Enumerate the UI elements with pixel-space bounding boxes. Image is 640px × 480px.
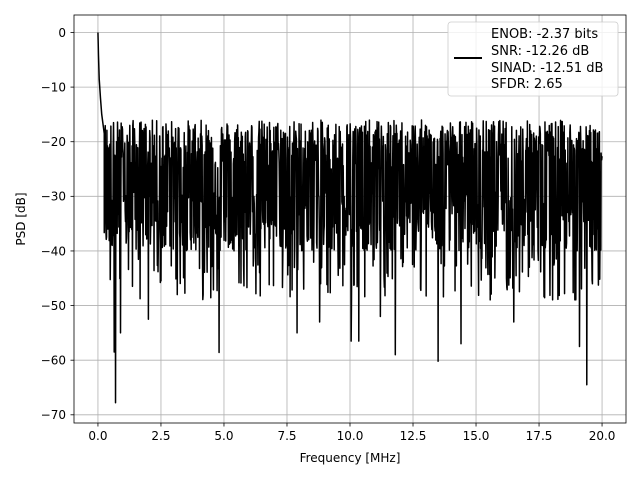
- y-tick-label: −50: [41, 299, 66, 313]
- y-ticks: 0 −10 −20 −30 −40 −50 −60 −70: [41, 26, 74, 422]
- x-tick-label: 10.0: [337, 429, 364, 443]
- y-axis-label: PSD [dB]: [14, 192, 28, 245]
- legend-box: [447, 21, 619, 97]
- legend-entry-sfdr: SFDR: 2.65: [491, 77, 563, 92]
- psd-series-line: [97, 32, 603, 404]
- psd-trace: [97, 32, 603, 404]
- x-tick-label: 12.5: [400, 429, 427, 443]
- x-tick-label: 7.5: [277, 429, 296, 443]
- legend-entry-snr: SNR: -12.26 dB: [491, 44, 589, 59]
- y-tick-label: −30: [41, 190, 66, 204]
- x-axis-label: Frequency [MHz]: [300, 451, 401, 465]
- y-tick-label: −40: [41, 244, 66, 258]
- x-tick-label: 15.0: [463, 429, 490, 443]
- y-tick-label: −20: [41, 135, 66, 149]
- legend: ENOB: -2.37 bits SNR: -12.26 dB SINAD: -…: [447, 21, 619, 97]
- x-tick-label: 20.0: [589, 429, 616, 443]
- x-tick-label: 17.5: [526, 429, 553, 443]
- x-tick-label: 5.0: [214, 429, 233, 443]
- y-tick-label: −70: [41, 408, 66, 422]
- x-tick-label: 0.0: [88, 429, 107, 443]
- x-tick-label: 2.5: [151, 429, 170, 443]
- legend-entry-sinad: SINAD: -12.51 dB: [491, 61, 603, 76]
- x-ticks: 0.0 2.5 5.0 7.5 10.0 12.5 15.0 17.5 20.0: [88, 423, 615, 443]
- legend-entry-enob: ENOB: -2.37 bits: [491, 27, 598, 42]
- y-tick-label: −10: [41, 80, 66, 94]
- y-tick-label: 0: [58, 26, 66, 40]
- y-tick-label: −60: [41, 353, 66, 367]
